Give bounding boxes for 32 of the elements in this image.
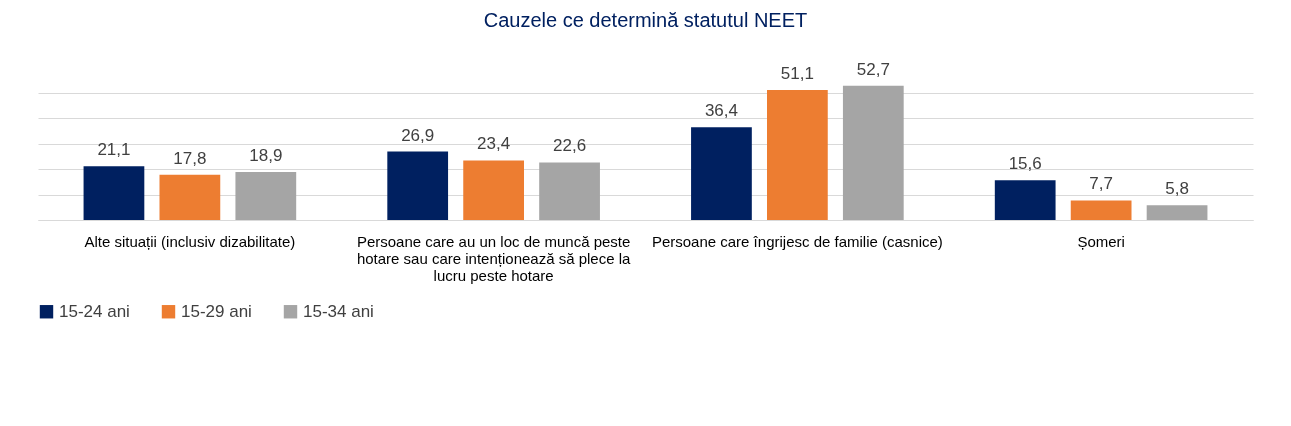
data-label: 51,1 bbox=[780, 63, 814, 83]
data-label: 17,8 bbox=[173, 148, 207, 168]
bar bbox=[159, 174, 221, 220]
x-tick-label: Șomeri bbox=[1077, 232, 1125, 250]
legend-label: 15-24 ani bbox=[59, 301, 130, 321]
bar bbox=[994, 180, 1056, 220]
bar bbox=[83, 166, 145, 220]
bar bbox=[842, 85, 904, 220]
bar bbox=[387, 151, 449, 220]
data-label: 5,8 bbox=[1165, 179, 1189, 199]
bar bbox=[767, 89, 828, 220]
bar bbox=[1070, 200, 1132, 220]
data-label: 15,6 bbox=[1008, 154, 1042, 174]
bar bbox=[463, 160, 524, 220]
data-label: 36,4 bbox=[704, 101, 738, 121]
x-tick-label: Persoane care îngrijesc de familie (casnice) bbox=[651, 232, 943, 250]
data-label: 26,9 bbox=[401, 125, 435, 145]
data-label: 18,9 bbox=[249, 145, 283, 165]
data-label: 21,1 bbox=[97, 140, 131, 160]
bar bbox=[1146, 205, 1208, 220]
legend-label: 15-34 ani bbox=[303, 301, 374, 321]
bar bbox=[691, 127, 752, 220]
x-tick-label: Alte situații (inclusiv dizabilitate) bbox=[84, 232, 296, 250]
x-tick-label: Persoane care au un loc de muncă peste hotare sau care intenționează să plece la lucru peste hotare bbox=[356, 232, 632, 284]
chart-title: Cauzele ce determină statutul NEET bbox=[483, 8, 808, 31]
bar bbox=[235, 171, 297, 220]
bar bbox=[539, 162, 600, 220]
legend-label: 15-29 ani bbox=[181, 301, 252, 321]
data-label: 7,7 bbox=[1089, 174, 1113, 194]
data-label: 52,7 bbox=[856, 59, 890, 79]
data-label: 22,6 bbox=[553, 136, 587, 156]
data-label: 23,4 bbox=[477, 134, 511, 154]
